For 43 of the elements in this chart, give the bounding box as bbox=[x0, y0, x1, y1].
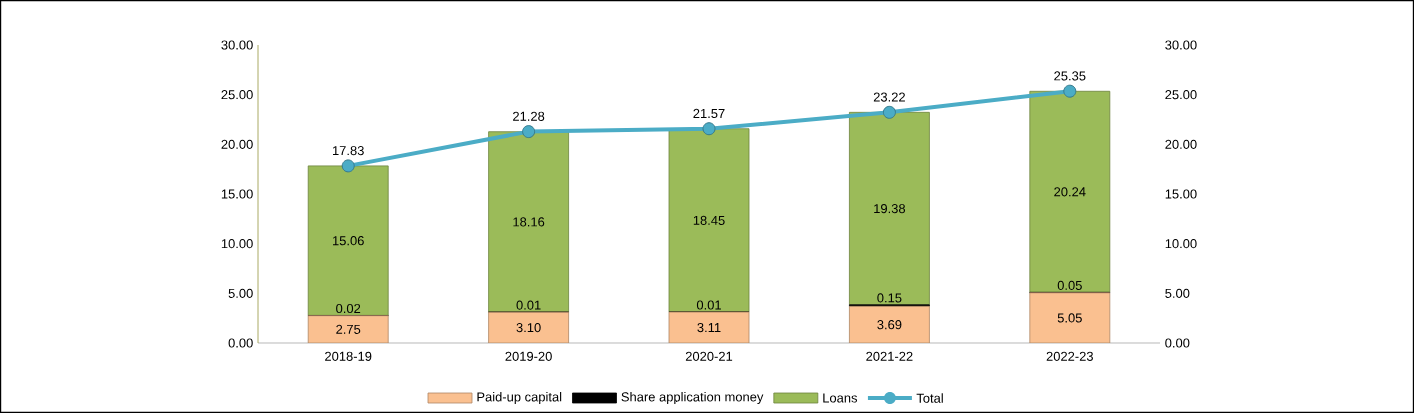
legend-label: Loans bbox=[823, 393, 858, 403]
y-tick-label: 20.00 bbox=[221, 139, 253, 149]
data-label: 20.24 bbox=[1054, 187, 1086, 197]
data-label: 0.01 bbox=[696, 300, 721, 310]
data-label: 23.22 bbox=[873, 92, 905, 102]
data-label: 3.11 bbox=[697, 322, 721, 333]
data-label: 2.75 bbox=[336, 324, 361, 334]
x-tick-label: 2022-23 bbox=[1046, 351, 1093, 361]
legend-label: Total bbox=[916, 393, 943, 403]
x-tick-label: 2020-21 bbox=[685, 351, 733, 361]
legend-label: Share application money bbox=[621, 391, 764, 405]
data-label: 5.05 bbox=[1057, 313, 1082, 323]
data-label: 21.57 bbox=[693, 108, 725, 119]
y2-tick-label: 0.00 bbox=[1165, 338, 1190, 348]
data-label: 3.10 bbox=[516, 323, 541, 333]
x-tick-label: 2019-20 bbox=[505, 351, 552, 361]
data-label: 0.01 bbox=[516, 300, 541, 310]
y-tick-label: 5.00 bbox=[228, 288, 253, 298]
data-label: 21.28 bbox=[513, 111, 545, 121]
data-label: 0.02 bbox=[336, 303, 361, 314]
y-tick-label: 0.00 bbox=[228, 338, 253, 348]
data-label: 0.15 bbox=[877, 293, 902, 303]
y-tick-label: 15.00 bbox=[221, 189, 253, 199]
y-tick-label: 30.00 bbox=[221, 40, 253, 50]
legend-label: Paid-up capital bbox=[477, 391, 562, 405]
data-label: 18.45 bbox=[693, 215, 725, 225]
y2-tick-label: 20.00 bbox=[1165, 139, 1197, 149]
y-tick-label: 25.00 bbox=[221, 90, 253, 100]
data-label: 15.06 bbox=[333, 236, 364, 246]
data-label: 25.35 bbox=[1054, 71, 1086, 81]
y2-tick-label: 30.00 bbox=[1165, 40, 1197, 50]
x-tick-label: 2021-22 bbox=[866, 351, 913, 361]
data-label: 0.05 bbox=[1057, 280, 1082, 290]
data-label: 17.83 bbox=[333, 146, 364, 156]
y2-tick-label: 5.00 bbox=[1165, 288, 1190, 298]
x-tick-label: 2018-19 bbox=[325, 351, 372, 361]
y-tick-label: 10.00 bbox=[221, 239, 253, 249]
data-label: 3.69 bbox=[877, 320, 902, 330]
y2-tick-label: 25.00 bbox=[1165, 90, 1197, 100]
data-label: 18.16 bbox=[513, 217, 545, 227]
y2-tick-label: 15.00 bbox=[1165, 189, 1197, 199]
y2-tick-label: 10.00 bbox=[1165, 239, 1197, 249]
data-label: 19.38 bbox=[874, 204, 906, 214]
